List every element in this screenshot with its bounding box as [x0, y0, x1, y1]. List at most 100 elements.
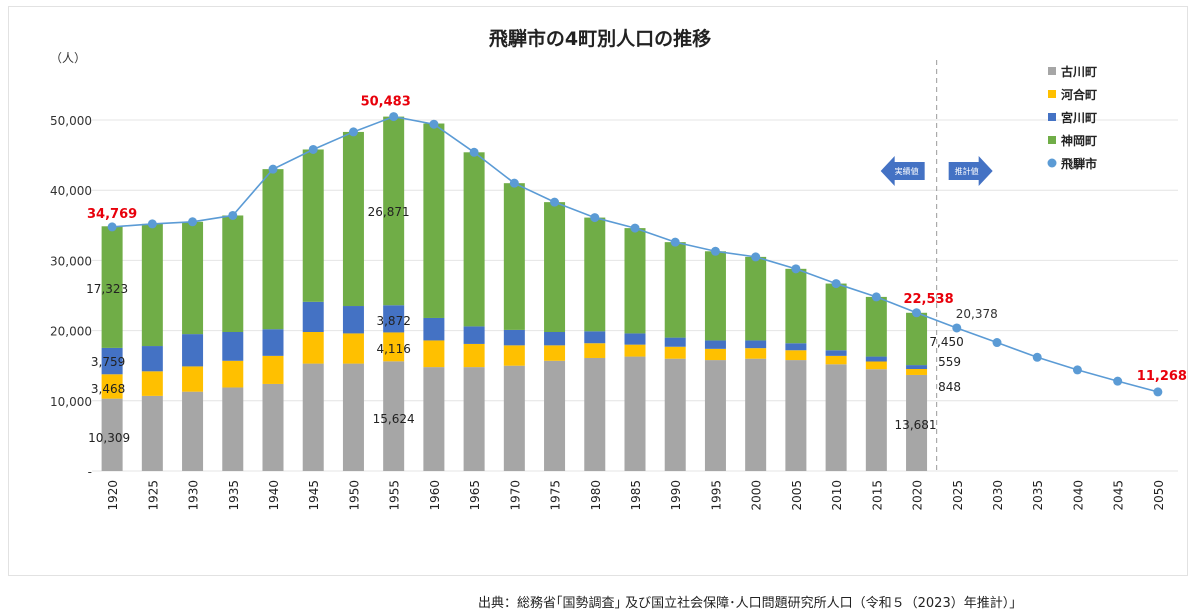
x-tick-label: 2010 [830, 480, 844, 511]
bar-segment [423, 340, 444, 367]
arrow-right-label: 推計値 [955, 166, 979, 176]
total-point [832, 279, 841, 288]
bar-segment [665, 347, 686, 359]
bar-segment [705, 251, 726, 340]
x-tick-label: 1930 [187, 480, 201, 511]
bar-segment [464, 152, 485, 326]
population-chart: -10,00020,00030,00040,00050,000（人）飛騨市の4町… [0, 0, 1200, 616]
bar-value-label: 3,759 [91, 355, 125, 369]
total-point [188, 217, 197, 226]
bar-segment [785, 343, 806, 350]
bar-segment [584, 218, 605, 332]
bar-segment [303, 302, 324, 332]
arrow-left-label: 実績値 [895, 166, 919, 176]
x-tick-label: 1960 [428, 480, 442, 511]
x-tick-label: 2020 [911, 480, 925, 511]
total-point [148, 219, 157, 228]
x-tick-label: 2000 [750, 480, 764, 511]
bar-segment [745, 348, 766, 359]
total-point [1113, 377, 1122, 386]
bar-segment [182, 222, 203, 334]
bar-segment [504, 366, 525, 471]
total-point [631, 224, 640, 233]
x-tick-label: 2045 [1112, 480, 1126, 511]
total-point [108, 222, 117, 231]
bar-value-label: 4,116 [376, 342, 410, 356]
total-point [389, 112, 398, 121]
legend-swatch [1048, 113, 1056, 121]
bar-segment [343, 364, 364, 471]
bar-segment [504, 345, 525, 365]
bar-segment [343, 132, 364, 306]
y-tick-label: 30,000 [50, 254, 92, 268]
bar-segment [826, 364, 847, 471]
bar-segment [785, 360, 806, 471]
bar-segment [584, 358, 605, 471]
bar-segment [303, 332, 324, 364]
x-tick-label: 2050 [1152, 480, 1166, 511]
bar-value-label: 15,624 [373, 412, 415, 426]
total-highlight-label: 11,268 [1137, 369, 1187, 384]
bar-segment [665, 242, 686, 337]
x-tick-label: 2035 [1031, 480, 1045, 511]
bar-segment [142, 346, 163, 371]
x-tick-label: 1985 [629, 480, 643, 511]
total-point [429, 120, 438, 129]
total-point [1033, 353, 1042, 362]
bar-segment [423, 367, 444, 471]
bar-segment [625, 357, 646, 471]
total-point [510, 179, 519, 188]
x-tick-label: 1940 [267, 480, 281, 511]
legend-label: 飛騨市 [1060, 156, 1097, 171]
legend-swatch [1048, 67, 1056, 75]
bar-segment [866, 361, 887, 369]
legend-label: 河合町 [1060, 87, 1097, 102]
total-point [590, 213, 599, 222]
bar-value-label: 7,450 [929, 335, 963, 349]
total-point [711, 247, 720, 256]
total-point [791, 264, 800, 273]
bar-segment [343, 306, 364, 333]
bar-segment [182, 392, 203, 471]
bar-segment [705, 360, 726, 471]
total-point [952, 323, 961, 332]
bar-segment [625, 333, 646, 344]
bar-segment [866, 297, 887, 357]
bar-segment [745, 257, 766, 341]
bar-segment [423, 124, 444, 318]
legend-swatch [1048, 136, 1056, 144]
bar-segment [464, 367, 485, 471]
y-axis-unit: （人） [50, 51, 86, 65]
bar-segment [263, 329, 284, 356]
x-tick-label: 1945 [307, 480, 321, 511]
legend-label: 神岡町 [1061, 133, 1097, 148]
x-tick-label: 1990 [669, 480, 683, 511]
bar-segment [866, 357, 887, 362]
legend-line-marker [1048, 159, 1057, 168]
bar-segment [785, 350, 806, 360]
x-tick-label: 1975 [549, 480, 563, 511]
bar-segment [222, 387, 243, 471]
bar-segment [423, 318, 444, 340]
bar-segment [263, 169, 284, 329]
x-tick-label: 2005 [790, 480, 804, 511]
y-tick-label: 50,000 [50, 114, 92, 128]
x-tick-label: 2030 [991, 480, 1005, 511]
x-tick-label: 2040 [1071, 480, 1085, 511]
bar-segment [826, 356, 847, 364]
bar-segment [182, 366, 203, 391]
x-tick-label: 2025 [951, 480, 965, 511]
total-point [470, 148, 479, 157]
bar-segment [785, 269, 806, 343]
total-point [751, 252, 760, 261]
bar-segment [464, 344, 485, 367]
y-tick-label: - [88, 465, 92, 479]
total-highlight-label: 22,538 [903, 292, 953, 307]
legend-label: 古川町 [1061, 64, 1097, 79]
x-tick-label: 1980 [589, 480, 603, 511]
bar-segment [665, 338, 686, 347]
total-point [349, 127, 358, 136]
bar-segment [504, 330, 525, 345]
total-point [1073, 365, 1082, 374]
x-tick-label: 2015 [870, 480, 884, 511]
